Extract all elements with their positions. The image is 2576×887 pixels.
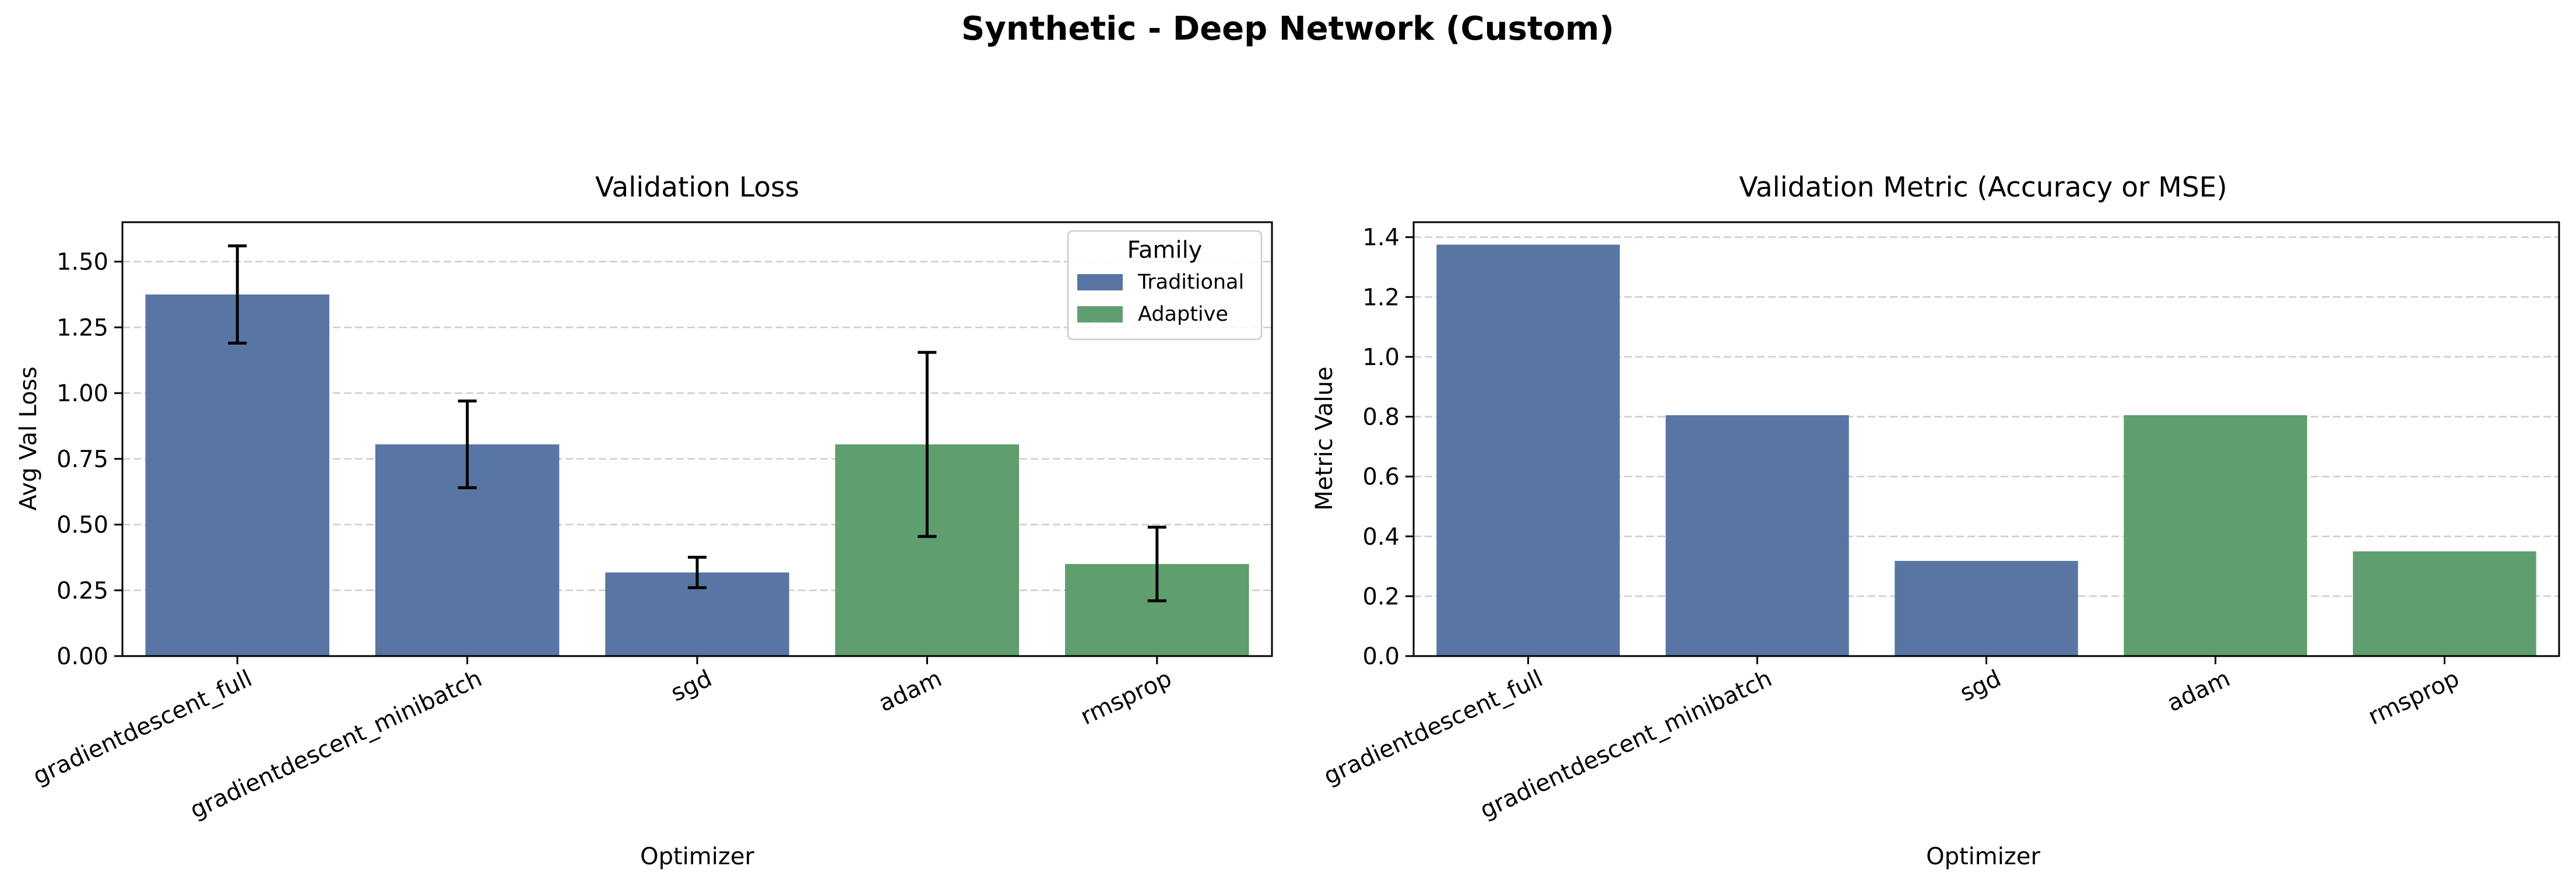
- bar-gradientdescent_full: [1436, 244, 1620, 656]
- x-axis-label: Optimizer: [1926, 843, 2040, 870]
- y-tick-label: 1.25: [57, 314, 108, 341]
- bar-gradientdescent_full: [145, 295, 329, 656]
- x-tick-label: adam: [874, 665, 946, 717]
- y-tick-label: 1.50: [57, 249, 108, 276]
- x-tick-label: sgd: [1956, 665, 2005, 707]
- x-axis-label: Optimizer: [640, 843, 754, 870]
- x-tick-label: adam: [2163, 665, 2234, 717]
- x-tick-label: rmsprop: [1077, 665, 1176, 730]
- figure-title: Synthetic - Deep Network (Custom): [961, 10, 1614, 48]
- y-tick-label: 1.0: [1362, 344, 1400, 371]
- legend-swatch-adaptive: [1077, 306, 1123, 322]
- y-tick-label: 0.75: [57, 446, 108, 473]
- legend: Family Traditional Adaptive: [1067, 230, 1263, 341]
- legend-swatch-traditional: [1077, 274, 1123, 290]
- bar-gradientdescent_minibatch: [1665, 415, 1849, 656]
- y-tick-label: 0.0: [1362, 643, 1400, 670]
- y-tick-label: 0.25: [57, 577, 108, 604]
- y-axis-label: Metric Value: [1311, 367, 1338, 511]
- validation-metric-chart: Validation Metric (Accuracy or MSE) Opti…: [1311, 171, 2560, 870]
- chart-title: Validation Metric (Accuracy or MSE): [1739, 171, 2227, 204]
- y-tick-label: 0.8: [1362, 404, 1400, 431]
- validation-loss-chart: Validation Loss Optimizer Avg Val Loss 0…: [15, 171, 1273, 870]
- y-tick-label: 0.4: [1362, 524, 1400, 551]
- x-tick-label: gradientdescent_full: [1320, 665, 1547, 790]
- legend-label-traditional: Traditional: [1137, 271, 1244, 294]
- y-tick-label: 0.50: [57, 512, 108, 539]
- bar-adam: [2124, 415, 2307, 656]
- legend-title: Family: [1127, 237, 1203, 264]
- y-tick-label: 0.6: [1362, 464, 1400, 490]
- chart-title: Validation Loss: [595, 171, 799, 204]
- y-tick-label: 0.2: [1362, 583, 1400, 610]
- y-axis-label: Avg Val Loss: [15, 366, 42, 510]
- bar-rmsprop: [2353, 551, 2536, 656]
- x-tick-label: sgd: [667, 665, 716, 707]
- x-tick-label: rmsprop: [2364, 665, 2463, 730]
- y-tick-label: 1.4: [1362, 225, 1400, 251]
- legend-label-adaptive: Adaptive: [1138, 303, 1228, 326]
- y-tick-label: 1.2: [1362, 284, 1400, 311]
- x-tick-label: gradientdescent_full: [29, 665, 256, 790]
- y-tick-label: 0.00: [57, 643, 108, 670]
- y-tick-label: 1.00: [57, 380, 108, 407]
- bar-sgd: [1895, 560, 2078, 656]
